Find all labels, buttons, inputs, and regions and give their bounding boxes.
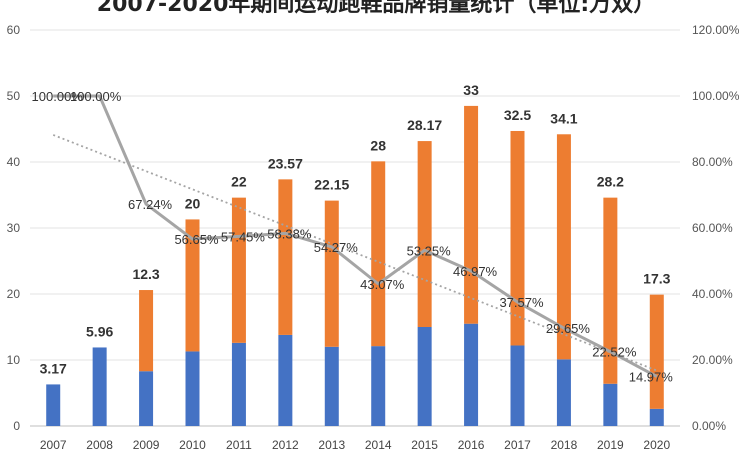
bar-total-label: 33 xyxy=(463,82,479,98)
x-tick-label: 2011 xyxy=(226,438,252,452)
percentage-label: 53.25% xyxy=(407,243,452,258)
percentage-label: 29.65% xyxy=(546,321,591,336)
x-tick-label: 2009 xyxy=(133,438,160,452)
y-left-tick-label: 60 xyxy=(7,23,21,37)
bar-orange xyxy=(556,134,571,360)
bar-total-label: 22.15 xyxy=(314,177,349,193)
bar-blue xyxy=(231,342,246,426)
y-left-tick-label: 10 xyxy=(7,353,21,367)
y-right-tick-label: 100.00% xyxy=(692,89,740,103)
x-tick-label: 2016 xyxy=(458,438,485,452)
x-tick-label: 2014 xyxy=(365,438,392,452)
percentage-label: 67.24% xyxy=(128,197,173,212)
bar-orange xyxy=(603,197,618,384)
percentage-label: 46.97% xyxy=(453,264,498,279)
bar-orange xyxy=(185,219,200,352)
y-right-tick-label: 80.00% xyxy=(692,155,733,169)
x-tick-label: 2007 xyxy=(40,438,67,452)
y-right-tick-label: 60.00% xyxy=(692,221,733,235)
bar-orange xyxy=(464,105,479,324)
x-tick-label: 2012 xyxy=(272,438,299,452)
bar-blue xyxy=(649,408,664,426)
x-tick-label: 2015 xyxy=(411,438,438,452)
y-right-tick-label: 20.00% xyxy=(692,353,733,367)
chart-title: 2007-2020年期间运动跑鞋品牌销量统计（单位:万双） xyxy=(96,0,656,17)
bar-orange xyxy=(371,161,386,347)
bar-total-label: 5.96 xyxy=(86,323,113,339)
bar-total-label: 22 xyxy=(231,174,247,190)
y-left-tick-label: 30 xyxy=(7,221,21,235)
bar-total-label: 20 xyxy=(185,195,201,211)
bar-blue xyxy=(464,323,479,426)
x-tick-label: 2017 xyxy=(504,438,531,452)
percentage-label: 37.57% xyxy=(499,295,544,310)
y-right-tick-label: 40.00% xyxy=(692,287,733,301)
x-tick-label: 2019 xyxy=(597,438,624,452)
bar-blue xyxy=(371,346,386,426)
x-tick-label: 2013 xyxy=(318,438,345,452)
bar-total-label: 12.3 xyxy=(132,266,159,282)
y-right-tick-label: 120.00% xyxy=(692,23,740,37)
bar-blue xyxy=(510,345,525,426)
percentage-label: 22.52% xyxy=(592,345,637,360)
percentage-label: 100.00% xyxy=(70,89,122,104)
bar-total-label: 28 xyxy=(370,137,386,153)
percentage-label: 56.65% xyxy=(174,232,219,247)
percentage-label: 54.27% xyxy=(314,240,359,255)
x-tick-label: 2020 xyxy=(643,438,670,452)
bar-total-label: 28.2 xyxy=(597,174,624,190)
percentage-line xyxy=(53,94,658,378)
bar-orange xyxy=(231,197,246,343)
bar-total-label: 34.1 xyxy=(550,110,577,126)
bar-orange xyxy=(324,200,339,347)
bar-total-label: 23.57 xyxy=(268,155,303,171)
x-tick-label: 2018 xyxy=(551,438,578,452)
percentage-label: 57.45% xyxy=(221,229,266,244)
y-left-tick-label: 40 xyxy=(7,155,21,169)
percentage-label: 43.07% xyxy=(360,277,405,292)
bar-total-label: 17.3 xyxy=(643,271,670,287)
percentage-label: 58.38% xyxy=(267,226,312,241)
x-tick-label: 2010 xyxy=(179,438,206,452)
bar-blue xyxy=(417,327,432,426)
bar-blue xyxy=(278,334,293,426)
percentage-label: 100.00% xyxy=(32,89,84,104)
bar-blue xyxy=(185,351,200,426)
bar-orange xyxy=(278,179,293,335)
bar-orange xyxy=(139,290,154,372)
percentage-label: 14.97% xyxy=(629,370,674,385)
bar-orange xyxy=(417,141,432,327)
bar-blue xyxy=(603,383,618,426)
y-left-tick-label: 50 xyxy=(7,89,21,103)
bar-blue xyxy=(324,346,339,426)
y-left-tick-label: 20 xyxy=(7,287,21,301)
bar-total-label: 28.17 xyxy=(407,117,442,133)
bar-blue xyxy=(556,359,571,426)
y-left-tick-label: 0 xyxy=(13,419,20,433)
bar-blue xyxy=(92,347,107,426)
bar-orange xyxy=(649,294,664,409)
bar-blue xyxy=(46,384,61,426)
bar-blue xyxy=(139,371,154,426)
x-tick-label: 2008 xyxy=(86,438,113,452)
bar-total-label: 3.17 xyxy=(40,360,67,376)
bar-orange xyxy=(510,130,525,346)
y-right-tick-label: 0.00% xyxy=(692,419,726,433)
bar-total-label: 32.5 xyxy=(504,107,531,123)
